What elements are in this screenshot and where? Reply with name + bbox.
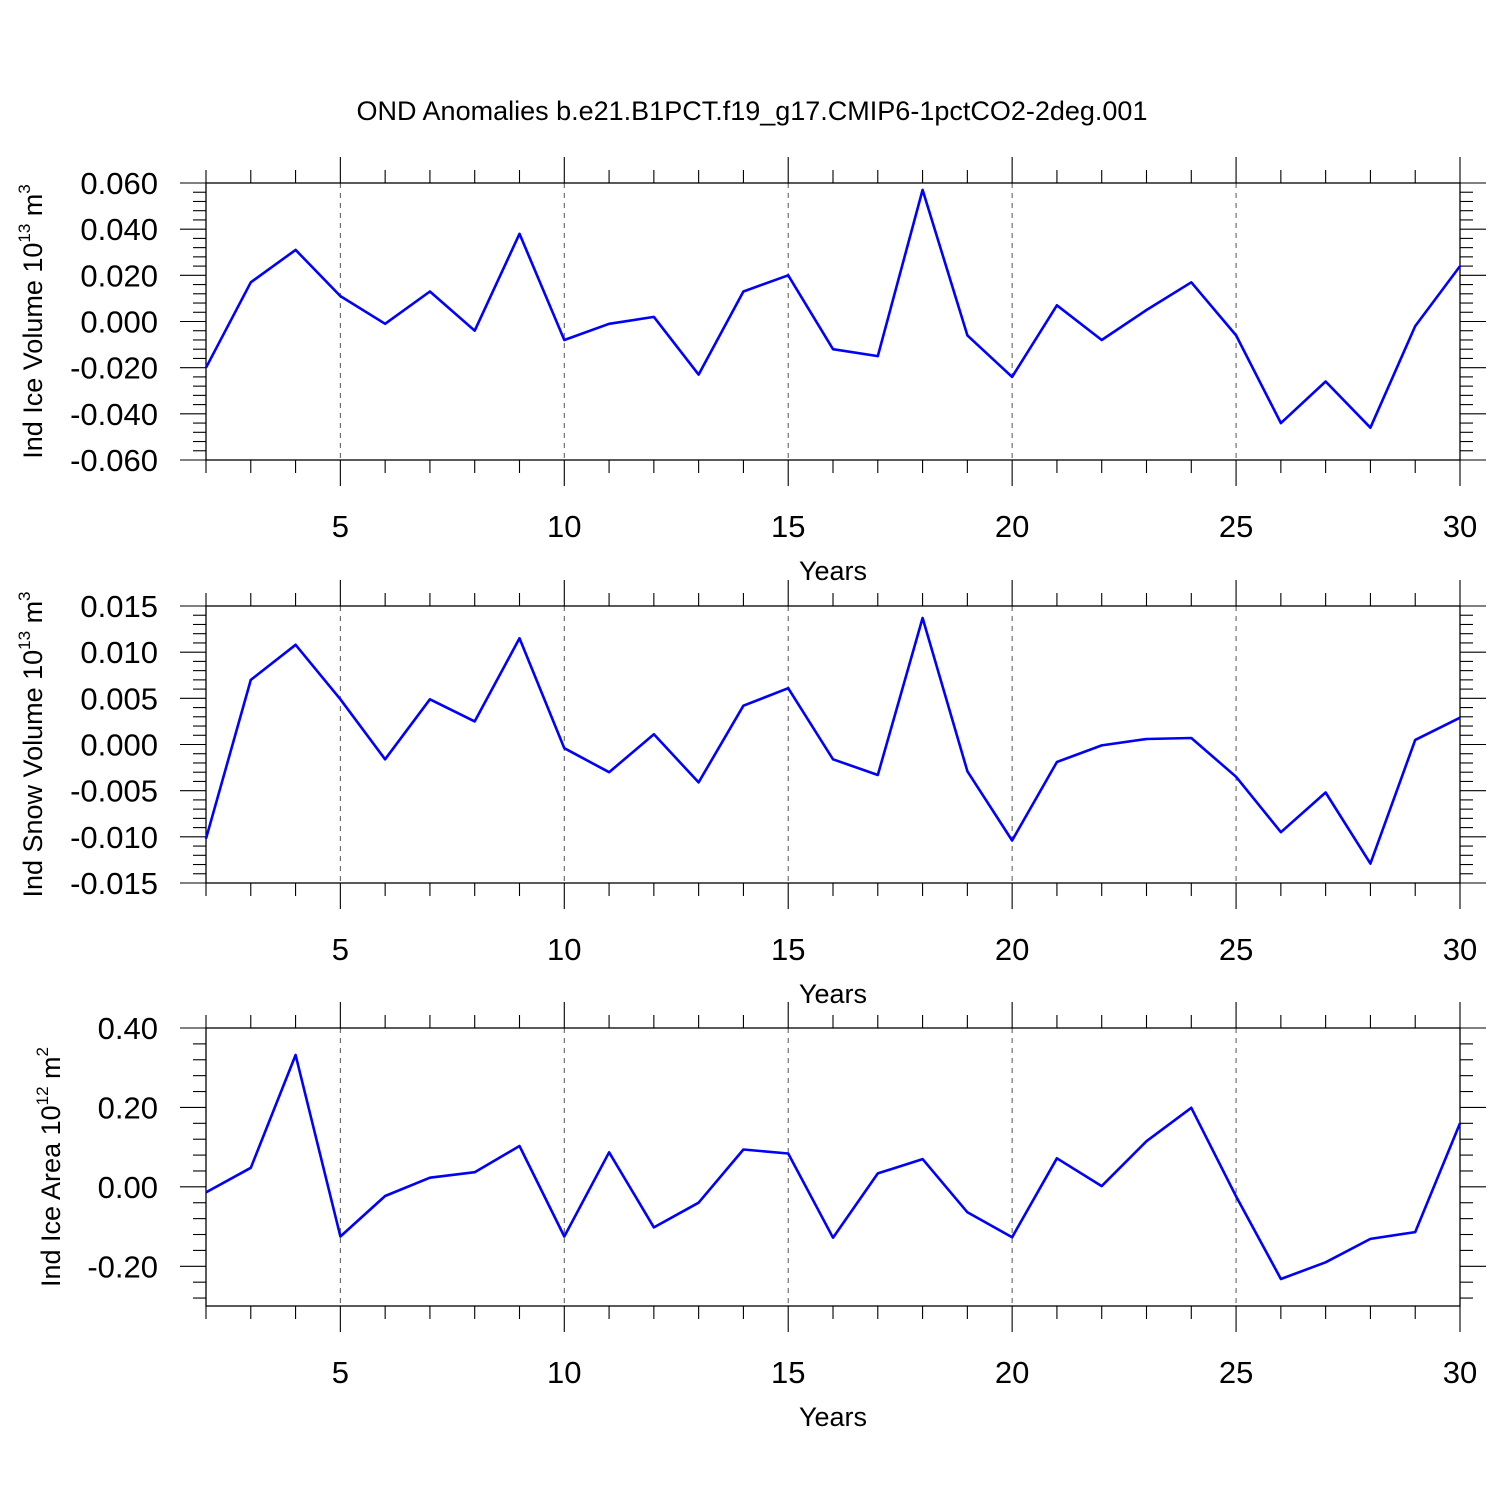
- x-tick-label: 10: [547, 932, 581, 967]
- y-tick-label: -0.020: [70, 351, 158, 386]
- y-tick-label: 0.040: [80, 212, 158, 247]
- x-tick-label: 30: [1443, 932, 1477, 967]
- x-tick-label: 15: [771, 932, 805, 967]
- y-tick-label: -0.20: [87, 1249, 158, 1284]
- panel-3: 5 10 15 20 25 30 -0.20 0.00 0.20 0.40 Years Ind Ice…: [33, 1002, 1486, 1432]
- x-axis-label: Years: [799, 979, 867, 1009]
- y-tick-label: -0.010: [70, 820, 158, 855]
- x-tick-label: 20: [995, 509, 1029, 544]
- x-axis-label: Years: [799, 556, 867, 586]
- x-tick-label: 10: [547, 1355, 581, 1390]
- x-tick-label: 5: [332, 932, 349, 967]
- series-line: [204, 188, 1462, 430]
- y-tick-label: 0.060: [80, 166, 158, 201]
- chart-title: OND Anomalies b.e21.B1PCT.f19_g17.CMIP6-…: [357, 96, 1148, 126]
- series-line: [204, 616, 1461, 865]
- panel-2: 5 10 15 20 25 30 -0.015 -0.010 -0.005 0.000 0.005 0…: [15, 580, 1486, 1009]
- panel-1: 5 10 15 20 25 30 -0.060 -0.040 -0.020 0.000 0.020 0…: [15, 157, 1486, 586]
- x-tick-label: 25: [1219, 932, 1253, 967]
- x-tick-label: 20: [995, 932, 1029, 967]
- x-tick-label: 10: [547, 509, 581, 544]
- x-tick-label: 15: [771, 1355, 805, 1390]
- y-tick-label: -0.015: [70, 866, 158, 901]
- x-tick-label: 5: [332, 509, 349, 544]
- y-tick-label: 0.40: [98, 1011, 158, 1046]
- y-axis-label: Ind Ice Volume 1013 m3: [15, 184, 48, 459]
- y-tick-label: 0.20: [98, 1090, 158, 1125]
- y-tick-label: 0.015: [80, 589, 158, 624]
- y-axis-label: Ind Ice Area 1012 m2: [33, 1047, 66, 1287]
- y-tick-label: 0.000: [80, 728, 158, 763]
- y-tick-label: -0.040: [70, 397, 158, 432]
- series-line: [205, 1053, 1462, 1281]
- x-tick-label: 30: [1443, 509, 1477, 544]
- plot-frame: [205, 605, 1461, 884]
- x-tick-label: 20: [995, 1355, 1029, 1390]
- x-tick-label: 5: [332, 1355, 349, 1390]
- x-tick-label: 25: [1219, 509, 1253, 544]
- x-tick-label: 30: [1443, 1355, 1477, 1390]
- y-tick-label: 0.010: [80, 635, 158, 670]
- x-tick-label: 25: [1219, 1355, 1253, 1390]
- y-tick-label: 0.020: [80, 258, 158, 293]
- y-tick-label: 0.005: [80, 681, 158, 716]
- y-tick-label: -0.060: [70, 443, 158, 478]
- y-tick-label: 0.000: [80, 305, 158, 340]
- y-axis-label: Ind Snow Volume 1013 m3: [15, 591, 48, 897]
- plot-frame: [205, 182, 1461, 461]
- x-tick-label: 15: [771, 509, 805, 544]
- x-axis-label: Years: [799, 1402, 867, 1432]
- y-tick-label: 0.00: [98, 1170, 158, 1205]
- y-tick-label: -0.005: [70, 774, 158, 809]
